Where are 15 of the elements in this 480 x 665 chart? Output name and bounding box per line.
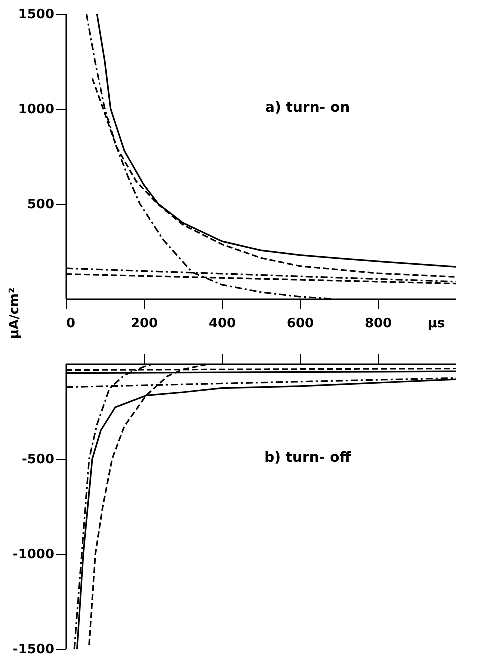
x-tick-label: 800 bbox=[364, 316, 392, 332]
x-tick-label: 0 bbox=[66, 316, 76, 332]
annotation: b) turn- off bbox=[264, 450, 352, 466]
x-tick-label: 200 bbox=[130, 316, 158, 332]
y-tick-label: 500 bbox=[27, 198, 54, 212]
y-tick-label: -1500 bbox=[12, 642, 54, 658]
y-tick-label: 1500 bbox=[18, 8, 54, 22]
x-tick-label: 600 bbox=[286, 316, 314, 332]
x-axis-title: μs bbox=[428, 316, 446, 332]
y-axis-title: μA/cm² bbox=[8, 288, 22, 340]
y-tick-label: 1000 bbox=[18, 102, 54, 118]
y-tick-label: -1000 bbox=[12, 548, 54, 562]
y-tick-label: -500 bbox=[22, 452, 54, 468]
x-tick-label: 400 bbox=[208, 316, 236, 332]
annotation: a) turn- on bbox=[266, 100, 350, 116]
